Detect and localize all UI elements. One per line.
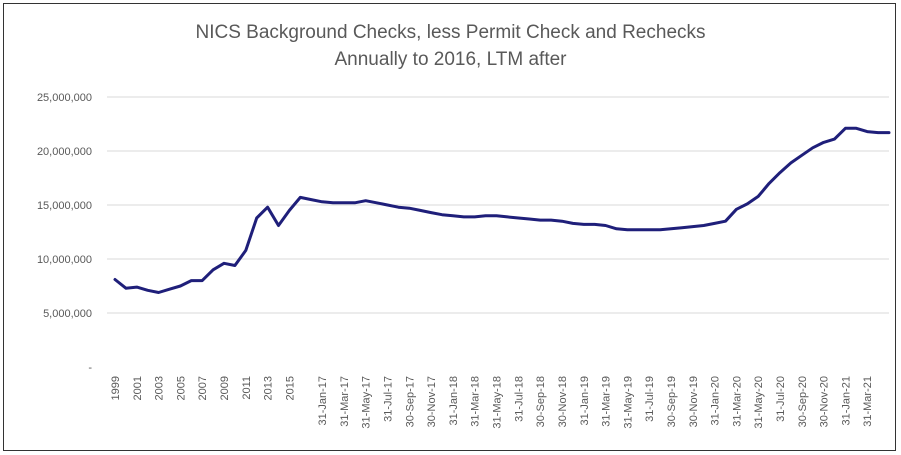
x-tick-label: 31-Mar-21 [862, 376, 874, 427]
x-tick-label: 31-Jul-18 [513, 376, 525, 422]
x-tick-label: 30-Sep-19 [666, 376, 678, 427]
x-tick-label: 2009 [219, 376, 231, 400]
x-tick-label: 31-Mar-18 [470, 376, 482, 427]
x-tick-label: 2007 [197, 376, 209, 400]
y-axis: - 5,000,000 10,000,000 15,000,000 20,000,000… [37, 92, 92, 374]
x-tick-label: 31-Jan-18 [448, 376, 460, 426]
x-tick-label: 31-Mar-17 [339, 376, 351, 427]
x-tick-label: 31-May-18 [492, 376, 504, 429]
x-tick-label: 30-Sep-17 [404, 376, 416, 427]
x-tick-label: 1999 [110, 376, 122, 400]
x-tick-label: 31-May-19 [622, 376, 634, 429]
x-tick-label: 31-Mar-20 [731, 376, 743, 427]
chart-subtitle: Annually to 2016, LTM after [334, 49, 567, 70]
x-tick-label: 2015 [284, 376, 296, 400]
chart-frame [3, 3, 896, 451]
x-tick-label: 30-Nov-19 [688, 376, 700, 427]
x-tick-label: 31-Jan-19 [579, 376, 591, 426]
series-layer [113, 126, 891, 294]
chart-title: NICS Background Checks, less Permit Chec… [195, 22, 706, 43]
x-tick-label: 31-Jan-21 [840, 376, 852, 426]
y-tick-label: 25,000,000 [37, 92, 92, 104]
gridlines [107, 96, 889, 314]
x-tick-label: 2005 [175, 376, 187, 400]
x-tick-label: 30-Sep-20 [797, 376, 809, 427]
x-tick-label: 30-Nov-18 [557, 376, 569, 427]
x-axis: 1999 2001 2003 2005 2007 2009 2011 2013 2015 31-J… [110, 376, 874, 429]
x-tick-label: 30-Nov-17 [426, 376, 438, 427]
x-tick-label: 31-Jan-20 [710, 376, 722, 426]
x-tick-label: 31-Mar-19 [601, 376, 613, 427]
y-tick-label: - [88, 362, 92, 374]
x-tick-label: 2003 [154, 376, 166, 400]
x-tick-label: 30-Sep-18 [535, 376, 547, 427]
x-tick-label: 31-Jul-17 [383, 376, 395, 422]
x-tick-label: 31-Jan-17 [317, 376, 329, 426]
x-tick-label: 2011 [241, 376, 253, 400]
x-tick-label: 2001 [132, 376, 144, 400]
x-tick-label: 2013 [263, 376, 275, 400]
y-tick-label: 5,000,000 [43, 308, 92, 320]
y-tick-label: 15,000,000 [37, 200, 92, 212]
x-tick-label: 31-Jul-20 [775, 376, 787, 422]
x-tick-label: 31-May-20 [753, 376, 765, 429]
series-line-0 [113, 126, 891, 294]
y-tick-label: 20,000,000 [37, 146, 92, 158]
x-tick-label: 30-Nov-20 [819, 376, 831, 427]
x-tick-label: 31-May-17 [361, 376, 373, 429]
x-tick-label: 31-Jul-19 [644, 376, 656, 422]
y-tick-label: 10,000,000 [37, 254, 92, 266]
